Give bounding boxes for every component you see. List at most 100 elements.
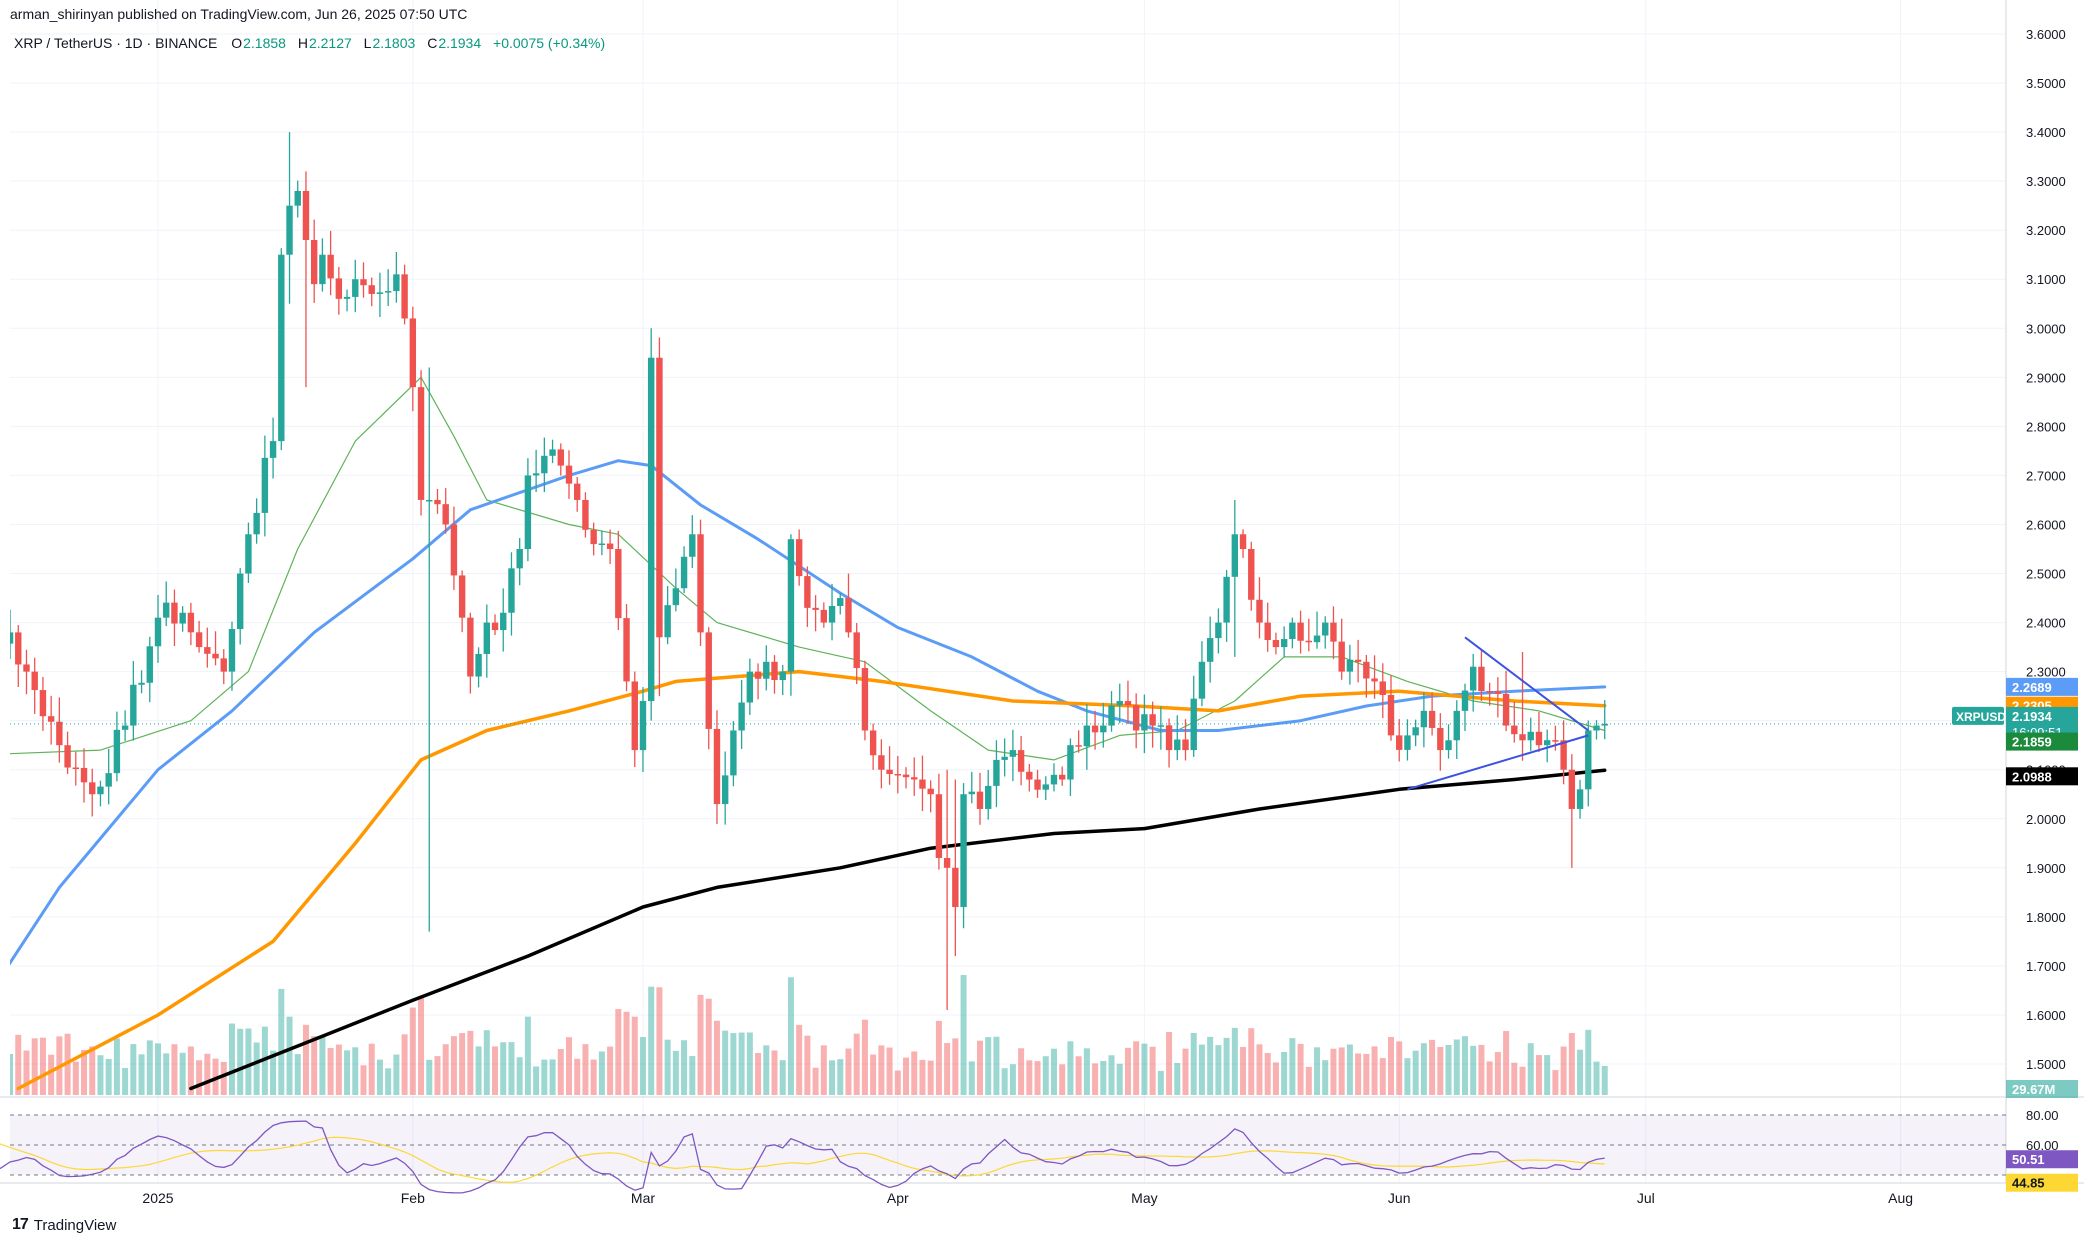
volume-bar bbox=[146, 1040, 153, 1095]
candle bbox=[541, 437, 548, 493]
volume-bar bbox=[122, 1067, 129, 1095]
candle-body bbox=[541, 455, 548, 474]
candle bbox=[121, 710, 129, 741]
volume-bar bbox=[1050, 1048, 1057, 1095]
candle bbox=[1198, 641, 1206, 707]
candle-body bbox=[384, 291, 392, 293]
candle-body bbox=[1206, 638, 1214, 662]
volume-bar bbox=[1568, 1032, 1575, 1095]
candle-body bbox=[1042, 784, 1049, 790]
candle bbox=[861, 660, 869, 741]
volume-bar bbox=[294, 1054, 301, 1095]
volume-bar bbox=[1133, 1041, 1140, 1095]
candle bbox=[1206, 616, 1214, 683]
candle bbox=[689, 515, 696, 568]
candle-body bbox=[1116, 701, 1123, 706]
candle-body bbox=[47, 716, 55, 722]
candle bbox=[1174, 715, 1181, 761]
volume-bar bbox=[1018, 1048, 1025, 1095]
volume-bar bbox=[681, 1040, 688, 1095]
candle bbox=[911, 757, 918, 796]
candle-body bbox=[795, 539, 803, 577]
volume-bar bbox=[927, 1060, 934, 1095]
candle bbox=[409, 306, 417, 412]
candle bbox=[1149, 701, 1156, 748]
candle-body bbox=[335, 278, 343, 299]
open-label: O bbox=[231, 35, 243, 51]
volume-bar bbox=[919, 1059, 926, 1095]
candle-body bbox=[524, 475, 532, 549]
volume-bar bbox=[500, 1042, 507, 1095]
volume-bar bbox=[237, 1028, 244, 1095]
volume-bar bbox=[1240, 1047, 1247, 1095]
tradingview-logo[interactable]: 17 TradingView bbox=[12, 1216, 116, 1234]
candle-body bbox=[1149, 714, 1156, 726]
candle-body bbox=[705, 632, 712, 729]
candle-body bbox=[121, 725, 129, 730]
volume-bar bbox=[376, 1059, 383, 1095]
candle-body bbox=[738, 702, 745, 731]
candle bbox=[212, 631, 219, 666]
candle-body bbox=[1576, 789, 1584, 809]
candle-body bbox=[730, 730, 737, 776]
symbol-name[interactable]: XRP / TetherUS · 1D · BINANCE bbox=[14, 35, 218, 51]
volume-bar bbox=[1067, 1041, 1074, 1095]
candle-body bbox=[31, 671, 38, 691]
price-tick-label: 2.0000 bbox=[2026, 812, 2066, 827]
candle-body bbox=[319, 254, 326, 285]
candle bbox=[1083, 704, 1091, 770]
candle bbox=[294, 180, 301, 218]
candle-body bbox=[491, 622, 499, 631]
candle bbox=[730, 721, 737, 787]
price-tick-label: 1.9000 bbox=[2026, 861, 2066, 876]
volume-bar bbox=[541, 1059, 548, 1095]
candle-body bbox=[1198, 661, 1206, 699]
volume-bar bbox=[746, 1032, 753, 1095]
candle bbox=[113, 711, 121, 782]
volume-bar bbox=[911, 1051, 918, 1095]
candle bbox=[450, 506, 458, 590]
volume-bar bbox=[845, 1048, 852, 1095]
candle bbox=[458, 570, 466, 633]
candle-body bbox=[1404, 735, 1411, 750]
candle-body bbox=[1280, 639, 1288, 648]
candle-body bbox=[1231, 534, 1239, 577]
volume-bar bbox=[113, 1038, 120, 1095]
candle-body bbox=[911, 777, 918, 780]
volume-bar bbox=[1437, 1046, 1444, 1095]
volume-bar bbox=[1544, 1055, 1551, 1095]
symbol-legend[interactable]: XRP / TetherUS · 1D · BINANCE O2.1858 H2… bbox=[14, 35, 613, 51]
candle-body bbox=[1346, 659, 1354, 672]
volume-bar bbox=[1429, 1039, 1436, 1095]
volume-bar bbox=[870, 1054, 877, 1095]
last-price-label: 2.1934 bbox=[2012, 709, 2053, 724]
volume-bar bbox=[771, 1050, 778, 1095]
candle bbox=[327, 230, 334, 296]
candle-body bbox=[894, 773, 901, 776]
candle-body bbox=[1560, 740, 1567, 770]
candle-body bbox=[393, 274, 400, 292]
candle-body bbox=[557, 449, 564, 466]
candle-body bbox=[1535, 731, 1543, 746]
price-tick-label: 3.4000 bbox=[2026, 125, 2066, 140]
candle bbox=[828, 584, 836, 641]
open-value: 2.1858 bbox=[243, 35, 286, 51]
candle bbox=[195, 620, 203, 653]
candle bbox=[335, 266, 343, 315]
candle-body bbox=[146, 646, 153, 683]
volume-bar bbox=[434, 1056, 441, 1095]
candle bbox=[1396, 719, 1403, 762]
price-tick-label: 3.5000 bbox=[2026, 76, 2066, 91]
volume-bar bbox=[607, 1046, 614, 1095]
time-tick-label: May bbox=[1131, 1190, 1157, 1206]
trendlines bbox=[1407, 636, 1589, 791]
volume-bar bbox=[1075, 1056, 1082, 1095]
candle-body bbox=[853, 632, 860, 669]
candle bbox=[1527, 717, 1534, 751]
candle bbox=[557, 443, 564, 476]
candle-body bbox=[1141, 714, 1148, 731]
candle-body bbox=[1593, 725, 1600, 731]
candle bbox=[360, 262, 367, 298]
candle-body bbox=[278, 254, 285, 442]
